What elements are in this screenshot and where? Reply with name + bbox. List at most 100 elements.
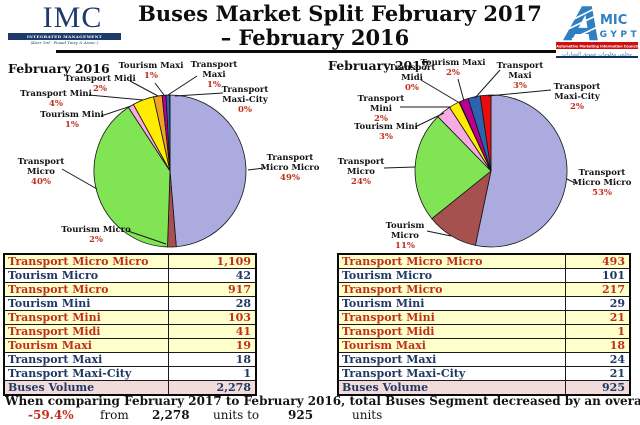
pie-label-text: Tourism Maxi bbox=[420, 58, 486, 68]
amic-letters-mic: MIC bbox=[600, 13, 627, 28]
segment-value-cell: 41 bbox=[167, 324, 257, 339]
table-row: Transport Maxi 18 bbox=[3, 352, 257, 367]
pie-slice-transport-midi bbox=[458, 101, 492, 172]
segment-name-cell: Tourism Mini bbox=[3, 296, 169, 311]
pie-label-text: Midi bbox=[401, 73, 423, 83]
amic-underline bbox=[556, 56, 638, 58]
segment-name-cell: Tourism Micro bbox=[3, 268, 169, 283]
summary-from-word: from bbox=[100, 408, 129, 422]
pie-label-percent: 0% bbox=[405, 83, 419, 93]
segment-name-cell: Transport Mini bbox=[337, 310, 566, 325]
amic-banner-text: Automotive Marketing Information Council bbox=[556, 44, 638, 48]
pie-slice-transport-maxi bbox=[467, 95, 492, 172]
pie-slice-tourism-micro bbox=[431, 169, 492, 246]
pie-label-tourism-mini: Tourism Mini 3% bbox=[354, 122, 418, 142]
segment-name-cell: Transport Mini bbox=[3, 310, 169, 325]
segment-value-cell: 24 bbox=[564, 352, 631, 367]
leader-line-tourism-micro bbox=[426, 230, 452, 237]
summary-units: units bbox=[352, 408, 383, 422]
summary-percent: -59.4% bbox=[28, 408, 74, 422]
pie-slice-tourism-maxi bbox=[458, 98, 492, 172]
pie-label-percent: 0% bbox=[238, 105, 252, 115]
pie-label-text: Transport bbox=[578, 168, 626, 178]
pie-label-transport-midi: Transport Midi 0% bbox=[389, 63, 436, 93]
pie-label-text: Transport bbox=[221, 85, 269, 95]
table-row: Transport Maxi-City 1 bbox=[3, 366, 257, 381]
pie-slice-transport-micro-micro bbox=[474, 94, 568, 248]
pie-label-text: Micro Micro bbox=[260, 163, 320, 173]
pie-label-percent: 1% bbox=[207, 80, 221, 90]
pie-label-text: Transport bbox=[357, 94, 405, 104]
segment-value-cell: 217 bbox=[564, 282, 631, 297]
table-row: Transport Midi 1 bbox=[337, 324, 631, 339]
pie-slice-transport-mini bbox=[448, 101, 492, 172]
pie-label-text: Micro Micro bbox=[572, 178, 632, 188]
pie-label-tourism-micro: Tourism Micro 11% bbox=[386, 221, 425, 251]
pie-label-text: Transport Midi bbox=[64, 74, 136, 84]
pie-slice-transport-maxi bbox=[165, 94, 171, 172]
segment-value-cell: 493 bbox=[564, 253, 631, 269]
segment-value-cell: 103 bbox=[167, 310, 257, 325]
volume-table-feb-2017: Transport Micro Micro 493 Tourism Micro 101… bbox=[337, 253, 631, 396]
segment-value-cell: 1 bbox=[564, 324, 631, 339]
segment-value-cell: 42 bbox=[167, 268, 257, 283]
pie-label-text: Micro bbox=[347, 167, 375, 177]
pie-slice-transport-micro bbox=[414, 116, 492, 220]
pie-label-text: Micro bbox=[391, 231, 419, 241]
segment-name-cell: Transport Maxi-City bbox=[3, 366, 169, 381]
pie-label-tourism-mini: Tourism Mini 1% bbox=[40, 110, 104, 130]
segment-name-cell: Transport Micro Micro bbox=[3, 253, 169, 269]
amic-arabic-text: مجلس معلومات تسويق السيارات bbox=[562, 52, 632, 58]
segment-name-cell: Tourism Maxi bbox=[337, 338, 566, 353]
pie-label-text: Maxi-City bbox=[554, 92, 600, 102]
chart-title-feb-2016: February 2016 bbox=[8, 61, 110, 76]
table-row: Tourism Maxi 18 bbox=[337, 338, 631, 353]
summary-old-value: 2,278 bbox=[152, 408, 190, 422]
pie-label-transport-micro: Transport Micro 24% bbox=[338, 157, 385, 187]
segment-name-cell: Transport Micro bbox=[3, 282, 169, 297]
pie-label-transport-micro: Transport Micro 40% bbox=[18, 157, 65, 187]
pie-label-percent: 1% bbox=[64, 120, 79, 130]
pie-label-text: Micro bbox=[27, 167, 55, 177]
segment-value-cell: 19 bbox=[167, 338, 257, 353]
pie-label-transport-midi: Transport Midi 2% bbox=[64, 74, 135, 94]
pie-label-transport-mini: Transport Mini 2% bbox=[358, 94, 405, 124]
segment-name-cell: Transport Micro Micro bbox=[337, 253, 566, 269]
leader-line-tourism-maxi bbox=[154, 82, 165, 96]
pie-label-text: Tourism Maxi bbox=[118, 61, 184, 71]
pie-slice-transport-midi bbox=[153, 94, 171, 172]
pie-label-text: Transport bbox=[266, 153, 314, 163]
total-label-cell: Buses Volume bbox=[3, 380, 169, 396]
page-title-line1: Buses Market Split February 2017 bbox=[138, 1, 542, 26]
amic-letters-egypt: EGYPT bbox=[590, 30, 638, 40]
pie-label-percent: 4% bbox=[49, 99, 63, 109]
total-label-cell: Buses Volume bbox=[337, 380, 566, 396]
leader-line-transport-micro bbox=[383, 166, 416, 169]
table-row: Tourism Mini 29 bbox=[337, 296, 631, 311]
pie-slice-tourism-mini bbox=[437, 106, 492, 172]
pie-label-text: Tourism bbox=[385, 221, 425, 231]
imc-logo-banner: Integrated Management Consultancy bbox=[8, 33, 121, 46]
pie-label-text: Tourism Mini bbox=[40, 110, 104, 120]
table-row: Transport Maxi-City 21 bbox=[337, 366, 631, 381]
pie-label-transport-maxi-city: Transport Maxi-City 2% bbox=[554, 82, 601, 112]
table-row: Tourism Micro 101 bbox=[337, 268, 631, 283]
pie-label-percent: 24% bbox=[351, 177, 371, 187]
pie-label-percent: 2% bbox=[570, 102, 584, 112]
pie-label-text: Transport bbox=[17, 157, 65, 167]
segment-name-cell: Transport Maxi-City bbox=[337, 366, 566, 381]
pie-label-percent: 11% bbox=[395, 241, 415, 251]
pie-label-text: Transport bbox=[190, 60, 238, 70]
segment-value-cell: 18 bbox=[167, 352, 257, 367]
pie-label-text: Transport bbox=[496, 61, 544, 71]
pie-label-transport-maxi: Transport Maxi 3% bbox=[497, 61, 544, 91]
segment-value-cell: 29 bbox=[564, 296, 631, 311]
summary-values-line: -59.4% from 2,278 units to 925 units bbox=[0, 408, 640, 424]
segment-value-cell: 1 bbox=[167, 366, 257, 381]
segment-value-cell: 21 bbox=[564, 310, 631, 325]
segment-name-cell: Transport Midi bbox=[3, 324, 169, 339]
leader-line-tourism-maxi bbox=[457, 78, 465, 102]
pie-slice-transport-micro-micro bbox=[169, 94, 247, 248]
pie-slice-tourism-micro bbox=[167, 170, 177, 248]
